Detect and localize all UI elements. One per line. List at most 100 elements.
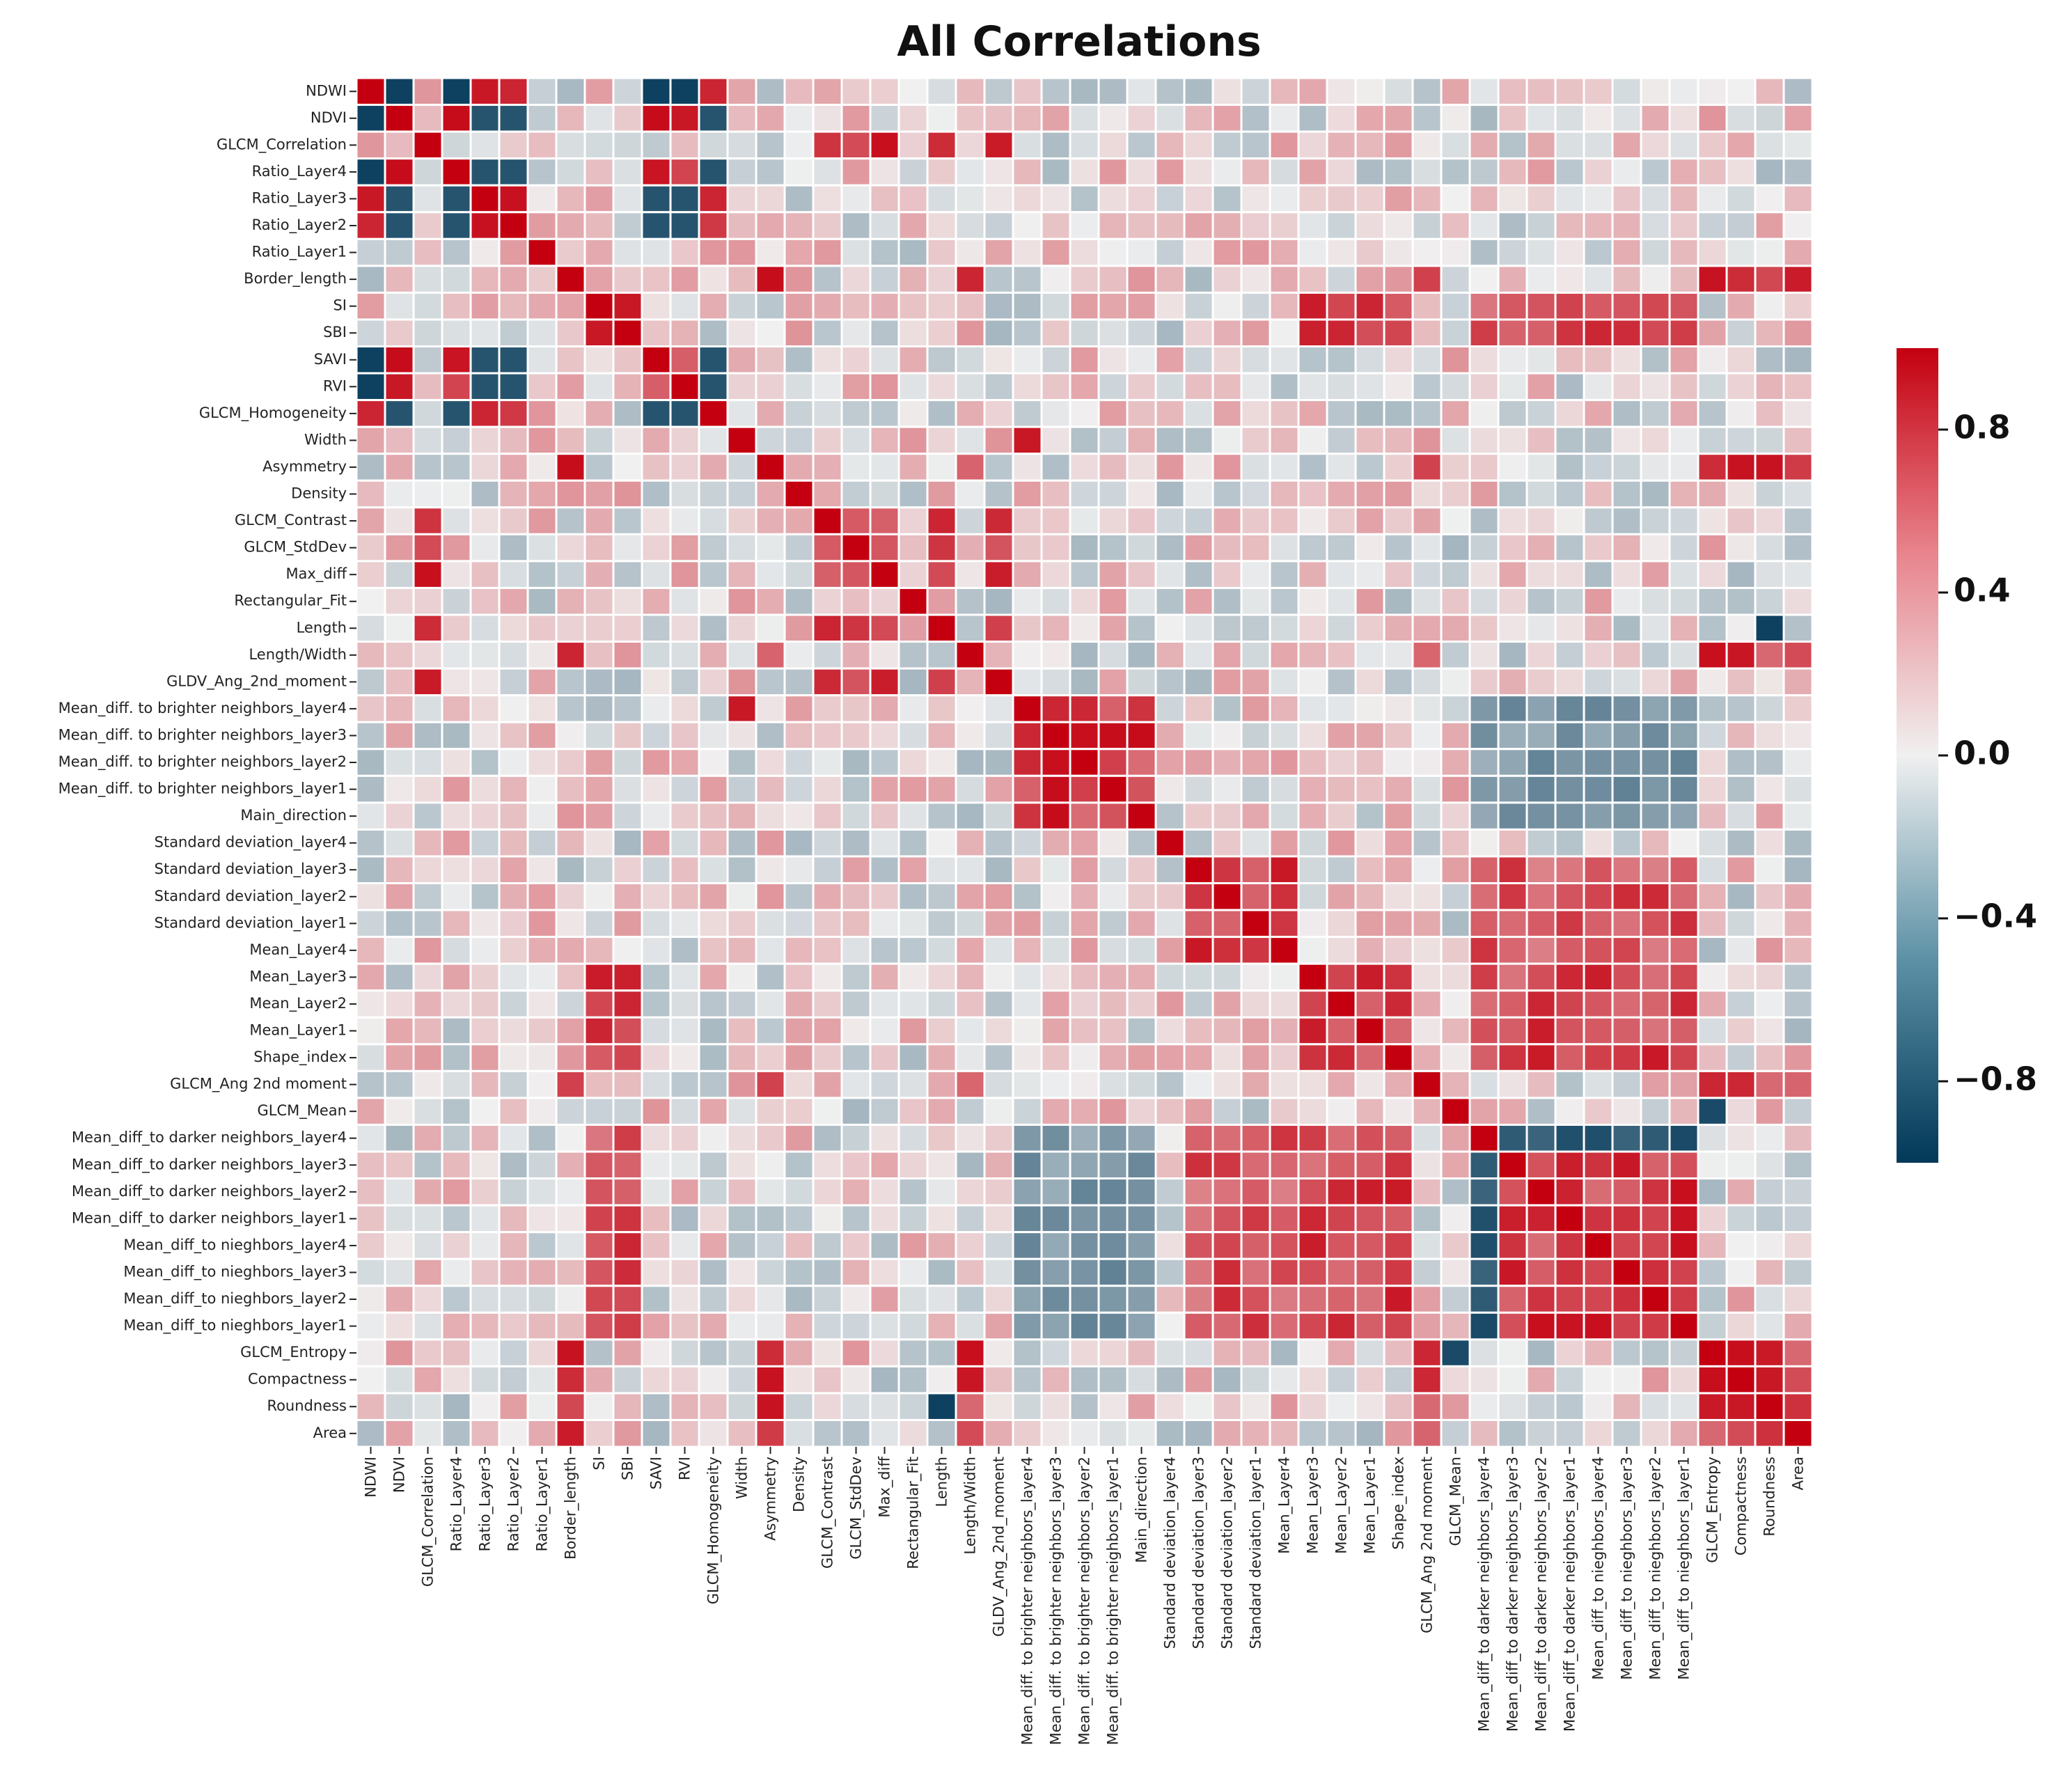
heatmap-cell	[1297, 586, 1328, 616]
heatmap-cell	[1069, 828, 1100, 858]
heatmap-cell	[355, 1311, 386, 1341]
heatmap-cell	[1697, 801, 1728, 831]
heatmap-cell	[1554, 265, 1585, 294]
heatmap-cell	[1754, 1365, 1785, 1395]
heatmap-cell	[526, 1150, 558, 1180]
heatmap-cell	[1525, 184, 1557, 214]
heatmap-cell	[1697, 828, 1728, 858]
heatmap-cell	[1668, 265, 1700, 294]
heatmap-cell	[869, 1392, 900, 1421]
heatmap-cell	[384, 533, 415, 563]
heatmap-cell	[1297, 1177, 1328, 1207]
heatmap-cell	[1269, 1177, 1300, 1207]
heatmap-cell	[1069, 1285, 1100, 1314]
y-tick-label: Max_diff	[285, 565, 347, 583]
heatmap-cell	[1782, 130, 1814, 160]
heatmap-cell	[612, 1231, 643, 1260]
heatmap-cell	[526, 909, 558, 939]
heatmap-cell	[869, 613, 900, 643]
heatmap-cell	[1069, 1150, 1100, 1180]
heatmap-cell	[1040, 237, 1072, 267]
heatmap-cell	[1069, 345, 1100, 375]
heatmap-cell	[1240, 1097, 1271, 1126]
heatmap-cell	[1154, 667, 1186, 697]
heatmap-cell	[897, 721, 929, 751]
heatmap-cell	[840, 345, 872, 375]
heatmap-cell	[669, 560, 700, 589]
heatmap-cell	[583, 77, 615, 107]
heatmap-cell	[1554, 1069, 1585, 1099]
heatmap-cell	[612, 425, 643, 455]
heatmap-cell	[1297, 1419, 1328, 1448]
heatmap-cell	[412, 1204, 444, 1234]
heatmap-cell	[1269, 157, 1300, 187]
heatmap-cell	[1725, 130, 1757, 160]
heatmap-cell	[1297, 479, 1328, 509]
heatmap-cell	[955, 560, 986, 589]
x-tick-label: RVI	[677, 1457, 693, 1480]
heatmap-cell	[1269, 265, 1300, 294]
heatmap-cell	[469, 774, 501, 804]
heatmap-cell	[1383, 882, 1414, 911]
heatmap-cell	[1354, 1257, 1386, 1287]
heatmap-cell	[897, 1338, 929, 1367]
heatmap-cell	[526, 667, 558, 697]
heatmap-cell	[1069, 721, 1100, 751]
heatmap-cell	[1211, 1392, 1243, 1421]
heatmap-cell	[698, 372, 729, 402]
heatmap-cell	[1211, 1338, 1243, 1367]
heatmap-cell	[1468, 774, 1500, 804]
heatmap-cell	[1354, 1285, 1386, 1314]
heatmap-cell	[1440, 613, 1471, 643]
heatmap-cell	[469, 1204, 501, 1234]
heatmap-cell	[384, 1123, 415, 1153]
heatmap-cell	[840, 533, 872, 563]
heatmap-cell	[1697, 855, 1728, 884]
heatmap-cell	[897, 613, 929, 643]
heatmap-cell	[869, 641, 900, 670]
heatmap-cell	[897, 1419, 929, 1448]
heatmap-cell	[1269, 291, 1300, 321]
heatmap-cell	[755, 265, 786, 294]
heatmap-cell	[1754, 1257, 1785, 1287]
heatmap-cell	[1583, 291, 1614, 321]
heatmap-cell	[812, 721, 843, 751]
heatmap-cell	[469, 1016, 501, 1046]
heatmap-cell	[1297, 1338, 1328, 1367]
heatmap-cell	[1297, 1204, 1328, 1234]
heatmap-cell	[726, 1285, 758, 1314]
heatmap-cell	[1183, 1016, 1214, 1046]
heatmap-cell	[726, 265, 758, 294]
heatmap-cell	[469, 1231, 501, 1260]
heatmap-cell	[583, 1177, 615, 1207]
heatmap-cell	[840, 1204, 872, 1234]
heatmap-cell	[412, 694, 444, 723]
heatmap-cell	[955, 1043, 986, 1072]
heatmap-cell	[869, 586, 900, 616]
heatmap-cell	[783, 184, 815, 214]
heatmap-cell	[869, 506, 900, 535]
heatmap-cell	[1725, 345, 1757, 375]
heatmap-cell	[469, 318, 501, 348]
heatmap-cell	[1554, 1177, 1585, 1207]
heatmap-cell	[897, 855, 929, 884]
heatmap-cell	[840, 1419, 872, 1448]
heatmap-cell	[412, 1419, 444, 1448]
heatmap-cell	[1611, 694, 1642, 723]
heatmap-cell	[1354, 586, 1386, 616]
heatmap-cell	[612, 1311, 643, 1341]
heatmap-cell	[869, 721, 900, 751]
heatmap-cell	[1211, 1204, 1243, 1234]
heatmap-cell	[526, 211, 558, 240]
heatmap-cell	[1525, 1150, 1557, 1180]
heatmap-cell	[1040, 157, 1072, 187]
heatmap-cell	[1040, 372, 1072, 402]
heatmap-cell	[412, 1365, 444, 1395]
heatmap-cell	[612, 1392, 643, 1421]
heatmap-cell	[1411, 748, 1443, 777]
heatmap-cell	[612, 157, 643, 187]
heatmap-cell	[1383, 104, 1414, 133]
heatmap-cell	[1069, 936, 1100, 965]
heatmap-cell	[1383, 1257, 1414, 1287]
heatmap-cell	[412, 1016, 444, 1046]
